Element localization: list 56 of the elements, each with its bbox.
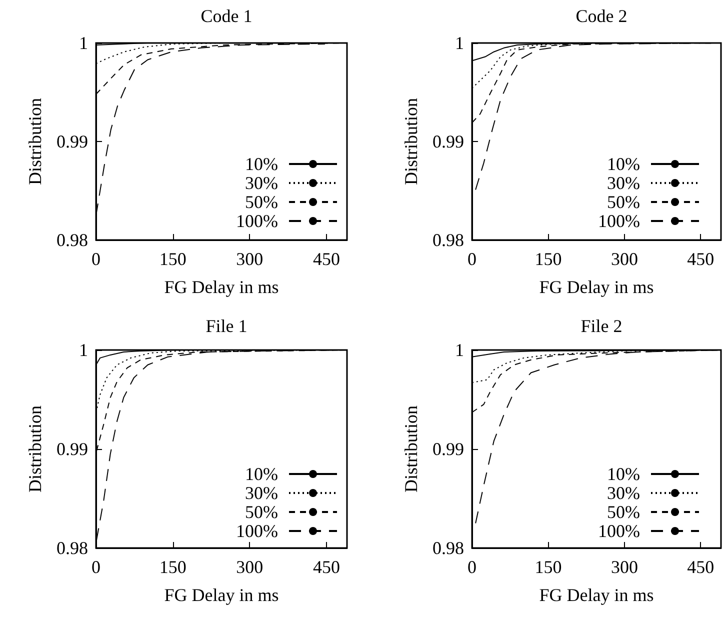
y-axis-title: Distribution xyxy=(401,405,421,493)
chart-title: Code 2 xyxy=(576,6,628,26)
x-tick-label: 150 xyxy=(534,249,562,269)
y-tick-label: 0.99 xyxy=(56,132,88,152)
y-tick-label: 0.99 xyxy=(432,439,464,459)
legend-label: 50% xyxy=(245,502,278,522)
x-tick-label: 300 xyxy=(236,557,264,577)
y-tick-label: 0.98 xyxy=(432,230,464,250)
y-tick-label: 1 xyxy=(455,340,464,360)
x-tick-label: 300 xyxy=(610,557,638,577)
chart-title: Code 1 xyxy=(200,6,252,26)
x-axis-title: FG Delay in ms xyxy=(164,277,279,297)
chart-title: File 2 xyxy=(580,316,622,336)
x-tick-label: 150 xyxy=(159,557,186,577)
legend-label: 100% xyxy=(598,211,640,231)
x-tick-label: 300 xyxy=(610,249,638,269)
x-tick-label: 450 xyxy=(313,557,340,577)
x-tick-label: 150 xyxy=(534,557,562,577)
legend-label: 10% xyxy=(245,154,278,174)
x-tick-label: 300 xyxy=(236,249,264,269)
y-axis-title: Distribution xyxy=(25,98,45,186)
y-tick-label: 1 xyxy=(455,33,464,53)
x-tick-label: 0 xyxy=(92,557,100,577)
x-axis-title: FG Delay in ms xyxy=(539,277,654,297)
y-axis-title: Distribution xyxy=(25,405,45,493)
x-tick-label: 450 xyxy=(313,249,340,269)
legend-label: 100% xyxy=(236,211,278,231)
x-tick-label: 450 xyxy=(687,249,714,269)
y-tick-label: 0.98 xyxy=(432,538,464,558)
legend-label: 10% xyxy=(607,464,640,484)
x-tick-label: 0 xyxy=(468,249,476,269)
x-tick-label: 0 xyxy=(468,557,476,577)
chart-title: File 1 xyxy=(206,316,248,336)
x-axis-title: FG Delay in ms xyxy=(539,585,654,605)
legend-label: 100% xyxy=(236,521,278,541)
y-tick-label: 1 xyxy=(79,340,88,360)
y-tick-label: 0.98 xyxy=(56,230,88,250)
legend-label: 10% xyxy=(245,464,278,484)
legend-label: 30% xyxy=(245,173,278,193)
y-axis-title: Distribution xyxy=(401,98,421,186)
legend-label: 10% xyxy=(607,154,640,174)
legend-label: 50% xyxy=(607,192,640,212)
x-tick-label: 150 xyxy=(159,249,186,269)
legend-label: 30% xyxy=(607,173,640,193)
y-tick-label: 1 xyxy=(79,33,88,53)
y-tick-label: 0.98 xyxy=(56,538,88,558)
legend-label: 50% xyxy=(245,192,278,212)
legend-label: 50% xyxy=(607,502,640,522)
x-tick-label: 0 xyxy=(92,249,100,269)
y-tick-label: 0.99 xyxy=(56,439,88,459)
y-tick-label: 0.99 xyxy=(432,132,464,152)
legend-label: 30% xyxy=(245,483,278,503)
x-axis-title: FG Delay in ms xyxy=(164,585,279,605)
legend-label: 100% xyxy=(598,521,640,541)
x-tick-label: 450 xyxy=(687,557,714,577)
legend-label: 30% xyxy=(607,483,640,503)
